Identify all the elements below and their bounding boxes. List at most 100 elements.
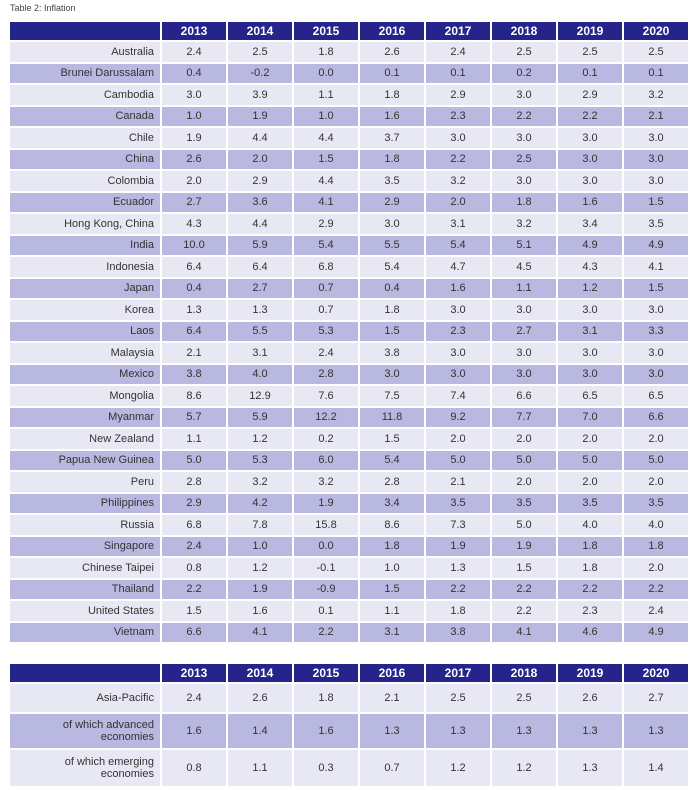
inflation-value: 2.9 — [558, 85, 622, 105]
inflation-value: 4.7 — [426, 257, 490, 277]
year-header: 2015 — [294, 22, 358, 40]
inflation-value: 5.3 — [294, 321, 358, 341]
inflation-value: 8.6 — [360, 515, 424, 535]
inflation-value: 1.3 — [624, 714, 688, 748]
inflation-value: 0.1 — [294, 601, 358, 621]
inflation-value: 3.2 — [492, 214, 556, 234]
inflation-value: 1.9 — [426, 536, 490, 556]
inflation-value: 5.5 — [228, 321, 292, 341]
table-row: Chile 1.9 4.4 4.4 3.7 3.0 3.0 3.0 3.0 — [10, 128, 688, 148]
inflation-value: 2.2 — [492, 106, 556, 126]
inflation-value: 10.0 — [162, 235, 226, 255]
inflation-value: 3.0 — [624, 171, 688, 191]
economy-name: Papua New Guinea — [10, 450, 160, 470]
economy-name: New Zealand — [10, 429, 160, 449]
inflation-value: 2.2 — [162, 579, 226, 599]
economy-name: Indonesia — [10, 257, 160, 277]
table-row: Peru 2.8 3.2 3.2 2.8 2.1 2.0 2.0 2.0 — [10, 472, 688, 492]
inflation-value: 4.9 — [624, 235, 688, 255]
inflation-value: 1.8 — [624, 536, 688, 556]
inflation-table: 2013 2014 2015 2016 2017 2018 2019 2020 … — [8, 20, 690, 644]
inflation-value: 15.8 — [294, 515, 358, 535]
inflation-value: 3.1 — [228, 343, 292, 363]
table-row: Korea 1.3 1.3 0.7 1.8 3.0 3.0 3.0 3.0 — [10, 300, 688, 320]
inflation-value: 2.0 — [426, 429, 490, 449]
inflation-value: 3.0 — [360, 364, 424, 384]
inflation-value: 3.2 — [228, 472, 292, 492]
inflation-value: 11.8 — [360, 407, 424, 427]
inflation-value: 1.9 — [294, 493, 358, 513]
inflation-value: 2.9 — [294, 214, 358, 234]
inflation-value: 3.2 — [294, 472, 358, 492]
table-row: Papua New Guinea 5.0 5.3 6.0 5.4 5.0 5.0 5.0 5.0 — [10, 450, 688, 470]
inflation-value: 3.0 — [426, 300, 490, 320]
year-header: 2016 — [360, 664, 424, 682]
header-corner — [10, 22, 160, 40]
economy-name: Thailand — [10, 579, 160, 599]
inflation-value: 1.8 — [558, 536, 622, 556]
inflation-value: 2.4 — [426, 42, 490, 62]
inflation-value: 3.0 — [558, 343, 622, 363]
inflation-value: 1.1 — [294, 85, 358, 105]
inflation-value: 2.6 — [162, 149, 226, 169]
table-row: Australia 2.4 2.5 1.8 2.6 2.4 2.5 2.5 2.5 — [10, 42, 688, 62]
inflation-value: 2.6 — [558, 684, 622, 712]
inflation-value: 1.8 — [294, 684, 358, 712]
inflation-value: 2.2 — [426, 579, 490, 599]
inflation-value: 5.7 — [162, 407, 226, 427]
inflation-value: 0.4 — [360, 278, 424, 298]
inflation-value: 3.0 — [624, 128, 688, 148]
table-row: China 2.6 2.0 1.5 1.8 2.2 2.5 3.0 3.0 — [10, 149, 688, 169]
inflation-value: 1.0 — [228, 536, 292, 556]
table-row: Mexico 3.8 4.0 2.8 3.0 3.0 3.0 3.0 3.0 — [10, 364, 688, 384]
inflation-value: 3.0 — [426, 128, 490, 148]
inflation-value: 4.5 — [492, 257, 556, 277]
inflation-value: 4.2 — [228, 493, 292, 513]
inflation-value: 2.5 — [624, 42, 688, 62]
inflation-value: 1.1 — [492, 278, 556, 298]
inflation-value: 2.0 — [624, 558, 688, 578]
inflation-value: 1.5 — [360, 429, 424, 449]
inflation-value: 6.6 — [492, 386, 556, 406]
economy-name: United States — [10, 601, 160, 621]
inflation-value: 2.2 — [426, 149, 490, 169]
inflation-value: 4.4 — [228, 214, 292, 234]
group-name: of which advanced economies — [10, 714, 160, 748]
inflation-value: 2.7 — [228, 278, 292, 298]
inflation-value: 1.9 — [228, 106, 292, 126]
group-name: of which emerging economies — [10, 750, 160, 786]
inflation-value: 1.5 — [360, 579, 424, 599]
inflation-value: 3.1 — [360, 622, 424, 642]
inflation-value: 1.2 — [558, 278, 622, 298]
inflation-value: 1.8 — [360, 85, 424, 105]
economy-name: Vietnam — [10, 622, 160, 642]
economy-name: Chile — [10, 128, 160, 148]
inflation-value: 1.5 — [492, 558, 556, 578]
inflation-value: 2.3 — [558, 601, 622, 621]
inflation-value: 3.0 — [558, 364, 622, 384]
inflation-value: 2.4 — [162, 536, 226, 556]
inflation-value: 1.2 — [492, 750, 556, 786]
inflation-value: 1.0 — [162, 106, 226, 126]
inflation-value: 2.1 — [360, 684, 424, 712]
inflation-value: 6.6 — [624, 407, 688, 427]
inflation-value: 2.9 — [426, 85, 490, 105]
inflation-value: 0.4 — [162, 278, 226, 298]
year-header: 2014 — [228, 22, 292, 40]
inflation-value: -0.2 — [228, 63, 292, 83]
inflation-value: 1.3 — [360, 714, 424, 748]
table-row: Canada 1.0 1.9 1.0 1.6 2.3 2.2 2.2 2.1 — [10, 106, 688, 126]
inflation-value: 2.0 — [624, 429, 688, 449]
inflation-value: 0.0 — [294, 63, 358, 83]
inflation-value: 7.3 — [426, 515, 490, 535]
economy-name: Cambodia — [10, 85, 160, 105]
inflation-value: 3.0 — [624, 300, 688, 320]
year-header: 2017 — [426, 664, 490, 682]
inflation-value: 2.4 — [162, 42, 226, 62]
inflation-value: 1.2 — [426, 750, 490, 786]
inflation-value: 4.9 — [624, 622, 688, 642]
table-row: of which emerging economies 0.8 1.1 0.3 0.7 1… — [10, 750, 688, 786]
inflation-value: 3.0 — [558, 128, 622, 148]
inflation-value: 4.6 — [558, 622, 622, 642]
inflation-value: 1.2 — [228, 558, 292, 578]
